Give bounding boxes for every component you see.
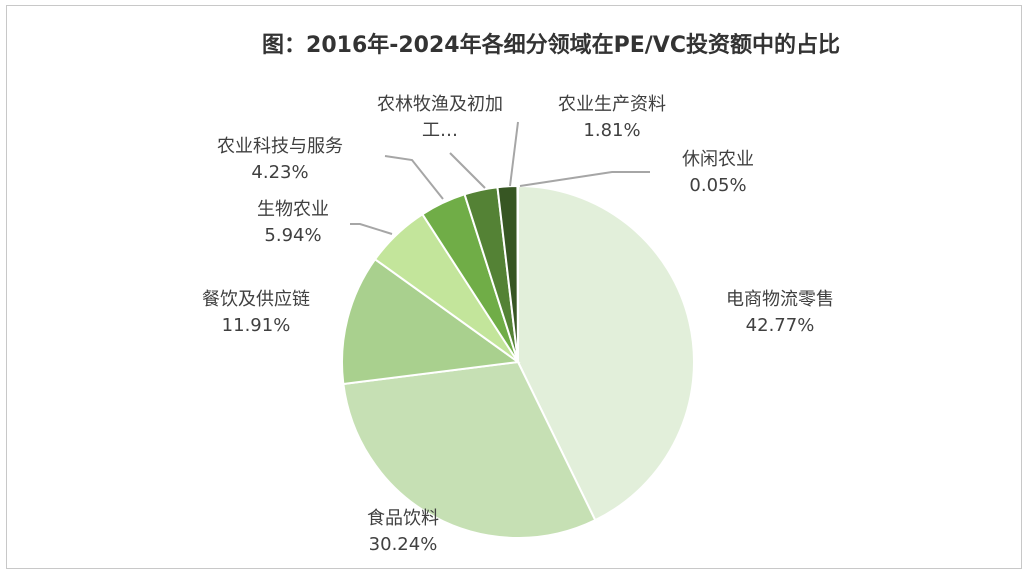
pie-slice <box>342 360 597 539</box>
slice-label: 农林牧渔及初加工… <box>377 94 503 141</box>
data-labels: 电商物流零售 42.77% 食品饮料 30.24% 餐饮及供应链 11.91% 生物农业 5.… <box>202 94 834 555</box>
pie-slice <box>517 184 695 522</box>
slice-label: 休闲农业 0.05% <box>682 149 754 196</box>
chart-title: 图：2016年-2024年各细分领域在PE/VC投资额中的占比 <box>262 32 840 58</box>
slice-label: 生物农业 5.94% <box>257 199 329 246</box>
leader-line <box>384 155 444 200</box>
slice-label: 农业生产资料 1.81% <box>558 94 666 141</box>
pie-slice <box>340 257 521 386</box>
leader-line <box>449 152 486 189</box>
slice-label: 电商物流零售 42.77% <box>726 289 834 336</box>
slice-label: 农业科技与服务 4.23% <box>217 136 343 183</box>
pie-slice <box>516 184 519 363</box>
slice-label: 食品饮料 30.24% <box>367 508 439 555</box>
slice-label: 餐饮及供应链 11.91% <box>202 289 310 336</box>
pie-slices <box>340 184 695 539</box>
leader-line <box>509 121 519 187</box>
leader-lines <box>350 121 650 235</box>
leader-line <box>519 171 650 187</box>
leader-line <box>350 223 393 235</box>
